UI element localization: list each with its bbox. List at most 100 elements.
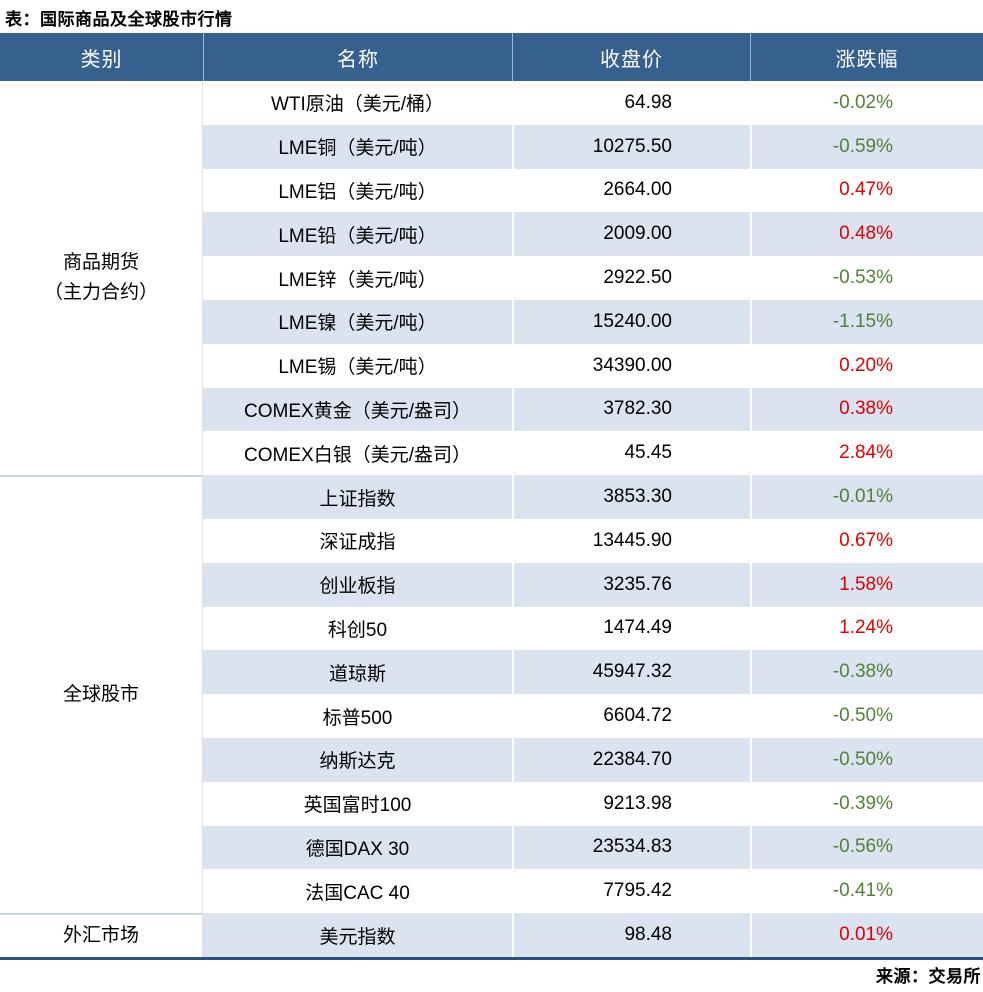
name-cell: 创业板指: [319, 576, 396, 598]
table-row: COMEX黄金（美元/盎司） 3782.30 0.38%: [203, 387, 983, 432]
table-row: 纳斯达克 22384.70 -0.50%: [203, 737, 983, 782]
close-price-cell: 3235.76: [512, 562, 750, 607]
change-pct-cell: 2.84%: [750, 431, 983, 476]
change-pct-cell: 0.01%: [750, 913, 983, 957]
close-price-cell: 23534.83: [512, 825, 750, 870]
name-cell: WTI原油（美元/桶）: [270, 94, 445, 116]
header-change-pct: 涨跌幅: [750, 33, 983, 81]
name-cell: 英国富时100: [303, 795, 412, 817]
close-price-cell: 64.98: [512, 81, 750, 125]
name-cell: 科创50: [327, 619, 388, 641]
close-price-cell: 34390.00: [512, 343, 750, 388]
category-cell: 商品期货 （主力合约）: [0, 81, 203, 476]
header-close-price: 收盘价: [512, 33, 750, 81]
category-label: （主力合约）: [43, 282, 158, 304]
table-row: 法国CAC 40 7795.42 -0.41%: [203, 869, 983, 914]
table-row: 科创50 1474.49 1.24%: [203, 606, 983, 651]
table-row: 标普500 6604.72 -0.50%: [203, 694, 983, 738]
close-price-cell: 98.48: [512, 913, 750, 957]
group-rows: WTI原油（美元/桶） 64.98 -0.02% LME铜（美元/吨） 10275.50…: [203, 81, 983, 476]
name-cell: 纳斯达克: [319, 751, 396, 773]
close-price-cell: 2009.00: [512, 212, 750, 257]
close-price-cell: 3853.30: [512, 475, 750, 519]
change-pct-cell: 0.20%: [750, 343, 983, 388]
name-cell: 道琼斯: [328, 663, 386, 685]
change-pct-cell: -0.02%: [750, 81, 983, 125]
change-pct-cell: -0.01%: [750, 475, 983, 519]
header-category: 类别: [80, 48, 123, 71]
change-pct-cell: 1.24%: [750, 606, 983, 651]
table-row: 创业板指 3235.76 1.58%: [203, 562, 983, 607]
table-row: LME铅（美元/吨） 2009.00 0.48%: [203, 212, 983, 257]
name-cell: 深证成指: [319, 532, 396, 554]
change-pct-cell: 0.38%: [750, 387, 983, 432]
table-row: 上证指数 3853.30 -0.01%: [203, 475, 983, 519]
name-cell: 法国CAC 40: [305, 882, 410, 904]
change-pct-cell: 0.67%: [750, 518, 983, 563]
change-pct-cell: -0.53%: [750, 256, 983, 300]
close-price-cell: 2664.00: [512, 168, 750, 213]
category-label: 全球股市: [62, 684, 139, 706]
name-cell: LME锡（美元/吨）: [278, 357, 437, 379]
close-price-cell: 9213.98: [512, 781, 750, 826]
close-price-cell: 15240.00: [512, 299, 750, 344]
change-pct-cell: -0.38%: [750, 650, 983, 695]
name-cell: 标普500: [322, 707, 393, 729]
name-cell: LME铝（美元/吨）: [278, 181, 437, 203]
name-cell: 德国DAX 30: [305, 838, 410, 860]
header-name: 名称: [203, 33, 512, 81]
change-pct-cell: 0.47%: [750, 168, 983, 213]
change-pct-cell: -0.39%: [750, 781, 983, 826]
close-price-cell: 7795.42: [512, 869, 750, 914]
close-price-cell: 22384.70: [512, 737, 750, 782]
close-price-cell: 3782.30: [512, 387, 750, 432]
market-table: 类别 名称 收盘价 涨跌幅 商品期货 （主力合约） WTI原油（美元/桶） 64.98…: [0, 33, 983, 960]
name-cell: LME镍（美元/吨）: [278, 313, 437, 335]
table-row: LME铜（美元/吨） 10275.50 -0.59%: [203, 124, 983, 169]
change-pct-cell: 0.48%: [750, 212, 983, 257]
table-row: LME锡（美元/吨） 34390.00 0.20%: [203, 343, 983, 388]
close-price-cell: 45947.32: [512, 650, 750, 695]
table-group: 外汇市场 美元指数 98.48 0.01%: [0, 913, 983, 957]
table-row: WTI原油（美元/桶） 64.98 -0.02%: [203, 81, 983, 125]
change-pct-cell: -0.50%: [750, 737, 983, 782]
change-pct-cell: -0.50%: [750, 694, 983, 738]
change-pct-cell: -0.59%: [750, 124, 983, 169]
name-cell: 美元指数: [319, 926, 396, 948]
category-label: 商品期货: [62, 252, 139, 274]
table-row: 道琼斯 45947.32 -0.38%: [203, 650, 983, 695]
table-row: COMEX白银（美元/盎司） 45.45 2.84%: [203, 431, 983, 476]
name-cell: COMEX白银（美元/盎司）: [244, 444, 471, 466]
table-row: 英国富时100 9213.98 -0.39%: [203, 781, 983, 826]
category-cell: 全球股市: [0, 475, 203, 914]
table-row: LME铝（美元/吨） 2664.00 0.47%: [203, 168, 983, 213]
close-price-cell: 2922.50: [512, 256, 750, 300]
change-pct-cell: -1.15%: [750, 299, 983, 344]
page-title: 表：国际商品及全球股市行情: [5, 10, 233, 29]
name-cell: 上证指数: [319, 488, 396, 510]
close-price-cell: 13445.90: [512, 518, 750, 563]
source-note: 来源：交易所: [876, 967, 981, 986]
table-header-row: 类别 名称 收盘价 涨跌幅: [0, 33, 983, 81]
close-price-cell: 10275.50: [512, 124, 750, 169]
table-group: 商品期货 （主力合约） WTI原油（美元/桶） 64.98 -0.02% LME铜（美元/…: [0, 81, 983, 476]
category-cell: 外汇市场: [0, 913, 203, 957]
name-cell: LME铜（美元/吨）: [278, 138, 437, 160]
category-label: 外汇市场: [62, 925, 139, 947]
table-group: 全球股市 上证指数 3853.30 -0.01% 深证成指 13445.90 0.67% 创业…: [0, 475, 983, 914]
table-body: 商品期货 （主力合约） WTI原油（美元/桶） 64.98 -0.02% LME铜（美元/…: [0, 81, 983, 957]
group-rows: 美元指数 98.48 0.01%: [203, 913, 983, 957]
name-cell: LME锌（美元/吨）: [278, 269, 437, 291]
table-row: 德国DAX 30 23534.83 -0.56%: [203, 825, 983, 870]
group-rows: 上证指数 3853.30 -0.01% 深证成指 13445.90 0.67% 创业板指 32…: [203, 475, 983, 914]
table-row: 美元指数 98.48 0.01%: [203, 913, 983, 957]
table-row: LME锌（美元/吨） 2922.50 -0.53%: [203, 256, 983, 300]
change-pct-cell: -0.56%: [750, 825, 983, 870]
change-pct-cell: 1.58%: [750, 562, 983, 607]
name-cell: COMEX黄金（美元/盎司）: [244, 400, 471, 422]
change-pct-cell: -0.41%: [750, 869, 983, 914]
table-row: LME镍（美元/吨） 15240.00 -1.15%: [203, 299, 983, 344]
name-cell: LME铅（美元/吨）: [278, 225, 437, 247]
close-price-cell: 45.45: [512, 431, 750, 476]
